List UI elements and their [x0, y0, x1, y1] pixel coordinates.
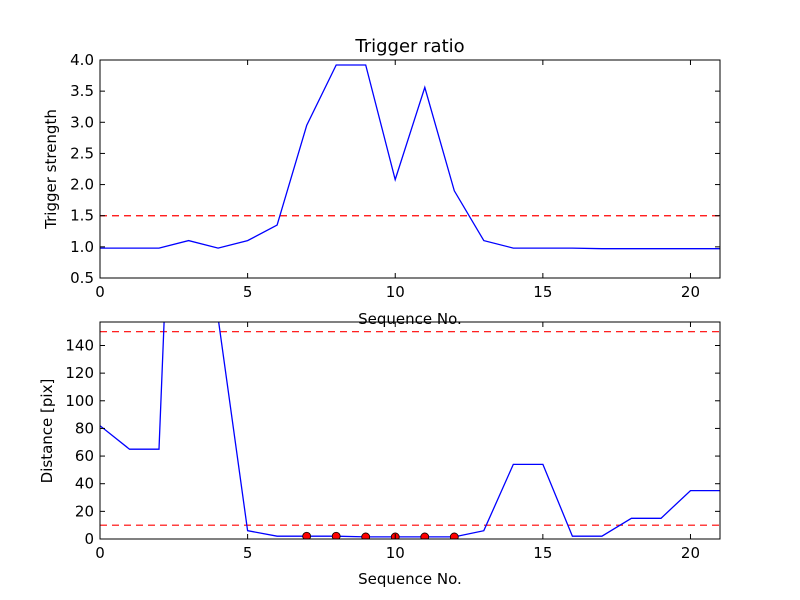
y-tick-label: 3.5 — [70, 82, 94, 100]
y-axis-label: Distance [pix] — [38, 379, 56, 484]
plot-frame — [99, 321, 721, 540]
series-line — [100, 64, 720, 250]
x-tick-label: 5 — [243, 283, 253, 301]
y-tick-label: 3.0 — [70, 113, 94, 131]
plot-frame — [99, 59, 721, 279]
y-tick-label: 20 — [75, 502, 94, 520]
x-tick-label: 5 — [243, 544, 253, 562]
y-tick-label: 100 — [65, 392, 94, 410]
x-tick-label: 10 — [386, 544, 405, 562]
y-tick-label: 140 — [65, 336, 94, 354]
y-tick-label: 4.0 — [70, 51, 94, 69]
data-point-marker — [361, 532, 371, 539]
x-tick-label: 10 — [386, 283, 405, 301]
y-tick-label: 0.5 — [70, 269, 94, 287]
y-tick-label: 60 — [75, 447, 94, 465]
chart-title: Trigger ratio — [354, 36, 464, 57]
y-tick-label: 2.0 — [70, 176, 94, 194]
y-axis-label: Trigger strength — [42, 109, 60, 230]
y-tick-label: 2.5 — [70, 144, 94, 162]
y-tick-label: 120 — [65, 364, 94, 382]
x-tick-label: 15 — [533, 283, 552, 301]
y-tick-label: 40 — [75, 475, 94, 493]
x-tick-label: 0 — [95, 544, 105, 562]
y-tick-label: 1.5 — [70, 207, 94, 225]
x-tick-label: 0 — [95, 283, 105, 301]
data-point-marker — [302, 531, 312, 539]
y-tick-label: 1.0 — [70, 238, 94, 256]
data-point-marker — [331, 531, 341, 539]
trigger-ratio-panel: Trigger ratio 0 5 10 15 20 0.5 1.0 1.5 2.0 2.5 3.0… — [42, 36, 721, 328]
x-tick-label: 20 — [681, 544, 700, 562]
data-point-marker — [449, 532, 459, 539]
data-point-marker — [420, 532, 430, 539]
y-tick-label: 0 — [84, 530, 94, 548]
x-tick-label: 15 — [533, 544, 552, 562]
series-line — [100, 322, 720, 538]
x-axis-label: Sequence No. — [358, 310, 462, 328]
x-tick-label: 20 — [681, 283, 700, 301]
y-tick-label: 80 — [75, 419, 94, 437]
x-axis-label: Sequence No. — [358, 570, 462, 588]
